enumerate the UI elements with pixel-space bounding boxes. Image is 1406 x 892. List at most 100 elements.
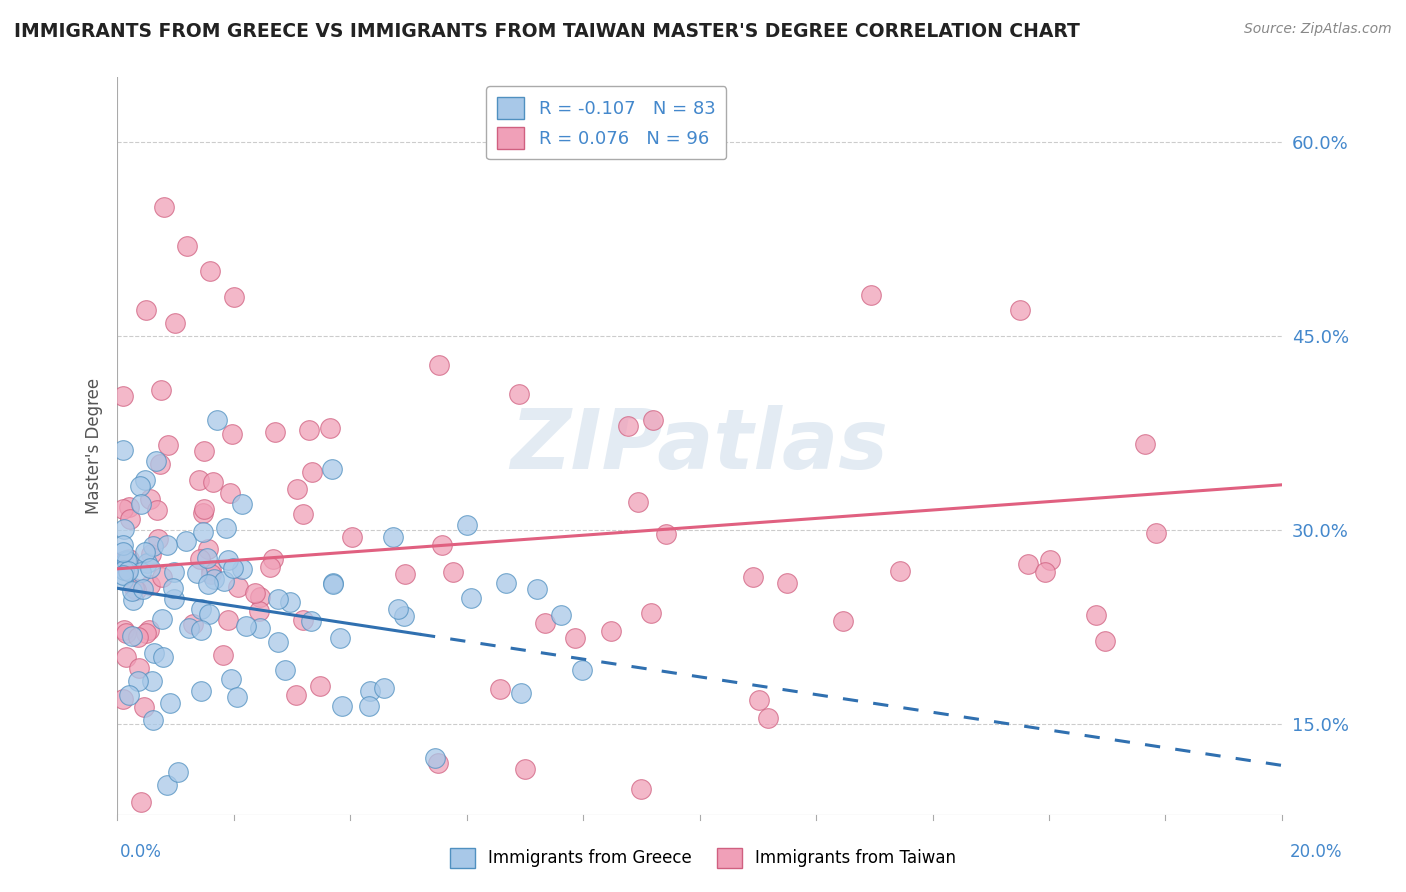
Point — [118, 500, 141, 515]
Point — [165, 316, 187, 330]
Point — [146, 502, 169, 516]
Point — [564, 631, 586, 645]
Point — [274, 663, 297, 677]
Point — [1085, 608, 1108, 623]
Point — [115, 554, 138, 568]
Point — [111, 691, 134, 706]
Point — [186, 566, 208, 581]
Point — [143, 646, 166, 660]
Point — [332, 699, 354, 714]
Point — [112, 563, 135, 577]
Point — [163, 592, 186, 607]
Point — [221, 426, 243, 441]
Point — [150, 612, 173, 626]
Point — [832, 614, 855, 628]
Point — [195, 551, 218, 566]
Text: 20.0%: 20.0% — [1291, 843, 1343, 861]
Text: Source: ZipAtlas.com: Source: ZipAtlas.com — [1244, 22, 1392, 37]
Point — [292, 507, 315, 521]
Point — [200, 563, 222, 577]
Point — [134, 545, 156, 559]
Point — [129, 795, 152, 809]
Point — [460, 591, 482, 605]
Point — [357, 699, 380, 714]
Point — [373, 681, 395, 695]
Point — [231, 497, 253, 511]
Point — [156, 438, 179, 452]
Point — [193, 501, 215, 516]
Point — [162, 581, 184, 595]
Point — [426, 756, 449, 770]
Text: IMMIGRANTS FROM GREECE VS IMMIGRANTS FROM TAIWAN MASTER'S DEGREE CORRELATION CHA: IMMIGRANTS FROM GREECE VS IMMIGRANTS FRO… — [14, 22, 1080, 41]
Point — [141, 547, 163, 561]
Point — [571, 663, 593, 677]
Point — [129, 566, 152, 580]
Point — [616, 419, 638, 434]
Point — [117, 564, 139, 578]
Point — [262, 551, 284, 566]
Point — [135, 303, 157, 318]
Point — [197, 577, 219, 591]
Point — [226, 580, 249, 594]
Point — [141, 673, 163, 688]
Point — [111, 501, 134, 516]
Point — [112, 522, 135, 536]
Point — [292, 613, 315, 627]
Point — [198, 607, 221, 622]
Point — [298, 423, 321, 437]
Point — [118, 552, 141, 566]
Point — [134, 473, 156, 487]
Point — [219, 672, 242, 686]
Point — [202, 475, 225, 489]
Point — [495, 576, 517, 591]
Point — [222, 290, 245, 304]
Point — [138, 623, 160, 637]
Point — [159, 696, 181, 710]
Point — [129, 497, 152, 511]
Point — [128, 661, 150, 675]
Point — [212, 574, 235, 588]
Point — [111, 573, 134, 587]
Point — [142, 539, 165, 553]
Point — [111, 568, 134, 582]
Point — [249, 590, 271, 604]
Point — [392, 608, 415, 623]
Point — [124, 582, 146, 597]
Point — [150, 570, 173, 584]
Point — [1017, 557, 1039, 571]
Point — [122, 593, 145, 607]
Point — [267, 635, 290, 649]
Point — [427, 359, 450, 373]
Point — [394, 567, 416, 582]
Point — [776, 576, 799, 591]
Point — [127, 630, 149, 644]
Point — [127, 674, 149, 689]
Point — [132, 699, 155, 714]
Point — [329, 632, 352, 646]
Point — [149, 457, 172, 471]
Point — [156, 538, 179, 552]
Point — [115, 650, 138, 665]
Point — [118, 512, 141, 526]
Point — [204, 572, 226, 586]
Point — [190, 684, 212, 698]
Point — [243, 586, 266, 600]
Point — [111, 554, 134, 568]
Point — [111, 538, 134, 552]
Point — [111, 389, 134, 403]
Point — [742, 570, 765, 584]
Point — [249, 621, 271, 635]
Point — [534, 615, 557, 630]
Point — [441, 566, 464, 580]
Point — [135, 556, 157, 570]
Point — [1033, 566, 1056, 580]
Point — [301, 466, 323, 480]
Point — [188, 551, 211, 566]
Point — [163, 565, 186, 579]
Point — [187, 473, 209, 487]
Point — [235, 619, 257, 633]
Point — [231, 562, 253, 576]
Point — [139, 561, 162, 575]
Point — [264, 425, 287, 440]
Point — [550, 608, 572, 623]
